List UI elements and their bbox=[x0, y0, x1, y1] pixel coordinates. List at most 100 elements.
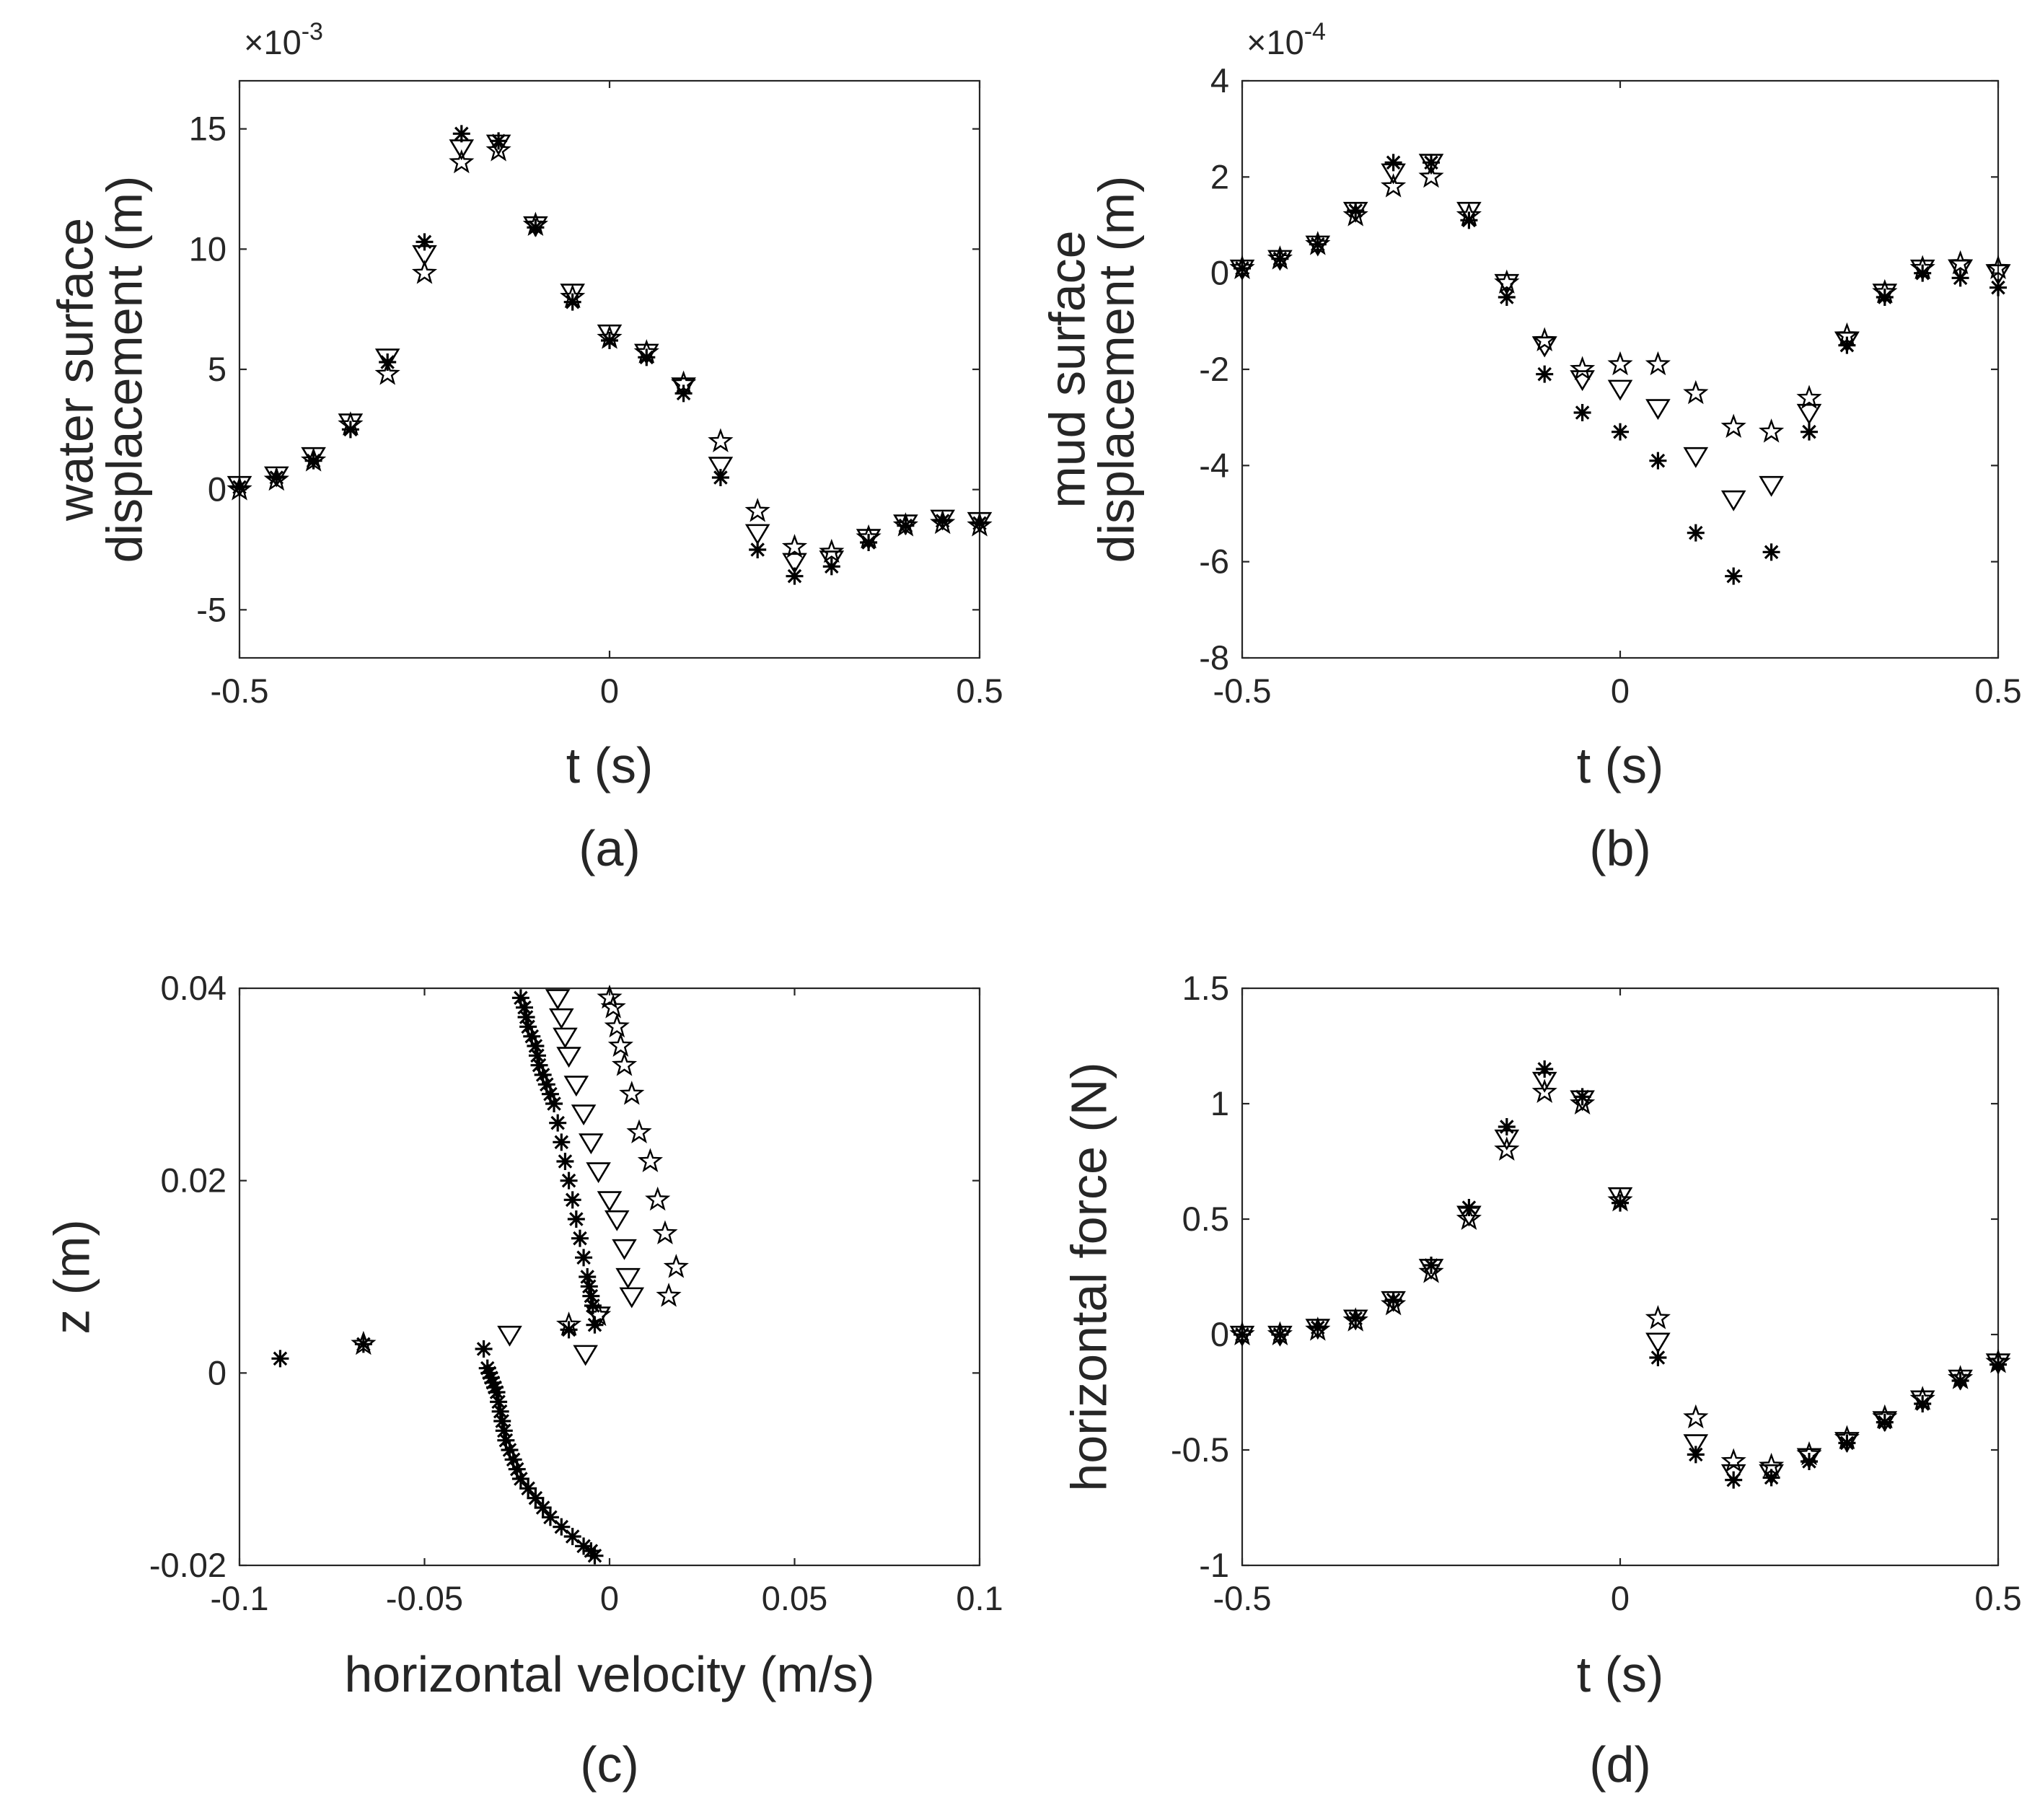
panel-label: (d) bbox=[1589, 1736, 1651, 1793]
y-tick-label: 0 bbox=[208, 470, 227, 509]
data-point-asterisk bbox=[475, 1340, 493, 1358]
data-point-star bbox=[1570, 356, 1596, 380]
data-point-asterisk bbox=[586, 1547, 604, 1565]
x-axis-label: t (s) bbox=[1577, 1646, 1664, 1702]
data-point-asterisk bbox=[1498, 289, 1516, 306]
data-point-star bbox=[1456, 1205, 1482, 1230]
data-point-star bbox=[892, 512, 918, 537]
data-point-star bbox=[597, 984, 623, 1009]
data-point-triangle-down bbox=[579, 1133, 604, 1155]
data-point-star bbox=[374, 361, 400, 385]
x-tick-label: 0.5 bbox=[956, 672, 1003, 710]
data-point-asterisk bbox=[452, 125, 470, 143]
x-tick-label: 0.05 bbox=[762, 1579, 827, 1617]
data-point-star bbox=[645, 1186, 671, 1211]
data-point-asterisk bbox=[1423, 154, 1440, 172]
y-tick-label: -1 bbox=[1199, 1546, 1229, 1584]
data-point-asterisk bbox=[545, 1095, 563, 1112]
series-triangle-down bbox=[1229, 154, 2011, 511]
data-point-asterisk bbox=[511, 1470, 529, 1487]
data-point-asterisk bbox=[523, 1027, 541, 1045]
data-point-star bbox=[1720, 413, 1746, 438]
chart-panel-a: -0.5 0 0.5 -5 0 5 10 15 ×10-3 t (s) water surfaced… bbox=[47, 18, 1003, 876]
data-point-asterisk bbox=[478, 1359, 496, 1377]
data-point-triangle-down bbox=[1418, 154, 1444, 175]
data-point-asterisk bbox=[1384, 1291, 1402, 1309]
data-point-star bbox=[301, 447, 327, 472]
data-point-asterisk bbox=[1951, 1372, 1969, 1389]
data-point-star bbox=[1456, 202, 1482, 227]
x-axis-label: horizontal velocity (m/s) bbox=[344, 1646, 874, 1702]
axes-box bbox=[238, 987, 981, 1567]
y-axis-label: water surface bbox=[47, 218, 103, 522]
x-tick-label: -0.5 bbox=[211, 672, 269, 710]
data-point-star bbox=[652, 1220, 678, 1244]
data-point-triangle-down bbox=[1570, 370, 1595, 392]
data-point-asterisk bbox=[416, 233, 434, 251]
data-point-triangle-down bbox=[1683, 447, 1709, 468]
data-point-triangle-down bbox=[449, 139, 475, 161]
data-point-asterisk bbox=[575, 1249, 593, 1267]
series-star bbox=[1229, 163, 2011, 443]
data-point-asterisk bbox=[1536, 365, 1554, 383]
x-tick-label: -0.5 bbox=[1213, 672, 1272, 710]
panel-label: (c) bbox=[580, 1736, 639, 1793]
y-tick-label: 10 bbox=[189, 229, 227, 268]
data-point-star bbox=[1305, 231, 1331, 255]
chart-panel-b: -0.5 0 0.5 -8 -6 -4 -2 0 2 4 ×10-4 t (s) mud surface… bbox=[1039, 18, 2021, 876]
data-point-triangle-down bbox=[485, 134, 511, 156]
data-point-asterisk bbox=[1384, 154, 1402, 172]
data-point-asterisk bbox=[354, 1335, 372, 1353]
data-point-asterisk bbox=[1801, 423, 1818, 441]
series-triangle-down bbox=[227, 134, 993, 574]
data-point-asterisk bbox=[1347, 1309, 1365, 1327]
data-point-asterisk bbox=[1990, 1355, 2007, 1373]
data-point-asterisk bbox=[231, 478, 248, 496]
data-point-asterisk bbox=[493, 1412, 511, 1430]
data-point-star bbox=[1342, 1307, 1368, 1332]
series-star bbox=[1229, 1078, 2011, 1477]
data-point-star bbox=[263, 466, 289, 491]
data-point-star bbox=[449, 149, 475, 174]
data-point-asterisk bbox=[495, 1422, 513, 1440]
data-point-asterisk bbox=[519, 1018, 537, 1036]
data-point-asterisk bbox=[304, 452, 322, 470]
x-tick-label: 0.1 bbox=[956, 1579, 1003, 1617]
data-point-asterisk bbox=[1536, 1060, 1554, 1078]
data-point-asterisk bbox=[488, 1384, 506, 1401]
data-point-asterisk bbox=[491, 1402, 509, 1420]
y-tick-label: 0 bbox=[208, 1353, 227, 1392]
data-point-asterisk bbox=[527, 1489, 545, 1507]
data-point-star bbox=[619, 1081, 645, 1105]
data-point-asterisk bbox=[541, 1085, 559, 1103]
chart-panel-d: -0.5 0 0.5-1-0.500.511.5t (s)horizontal fo… bbox=[1060, 969, 2021, 1793]
data-point-asterisk bbox=[1309, 235, 1327, 253]
data-point-triangle-down bbox=[1720, 490, 1746, 511]
data-point-star bbox=[1531, 1078, 1557, 1103]
x-axis-label: t (s) bbox=[566, 737, 654, 793]
data-point-asterisk bbox=[508, 1460, 526, 1478]
data-point-asterisk bbox=[534, 1499, 552, 1516]
data-point-asterisk bbox=[556, 1153, 574, 1170]
data-point-star bbox=[607, 1032, 633, 1057]
data-point-star bbox=[1985, 255, 2011, 279]
data-point-asterisk bbox=[971, 514, 988, 532]
y-axis-label: z (m) bbox=[43, 1219, 100, 1334]
y-tick-label: 15 bbox=[189, 110, 227, 148]
data-point-star bbox=[1381, 1291, 1407, 1316]
data-point-star bbox=[626, 1119, 652, 1143]
y-tick-label: 1.5 bbox=[1182, 969, 1229, 1007]
data-point-star bbox=[1531, 327, 1557, 351]
data-point-star bbox=[1229, 255, 1255, 279]
data-point-triangle-down bbox=[1645, 1332, 1671, 1354]
data-point-asterisk bbox=[1687, 524, 1705, 542]
data-point-asterisk bbox=[1309, 1319, 1327, 1337]
y-tick-label: -5 bbox=[196, 590, 227, 628]
data-point-asterisk bbox=[582, 1287, 600, 1305]
data-point-star bbox=[611, 1052, 638, 1076]
data-point-asterisk bbox=[822, 558, 840, 576]
data-point-asterisk bbox=[549, 1114, 567, 1132]
data-point-star bbox=[1607, 1187, 1633, 1212]
data-point-star bbox=[708, 428, 734, 452]
x-tick-label: 0 bbox=[600, 1579, 619, 1617]
